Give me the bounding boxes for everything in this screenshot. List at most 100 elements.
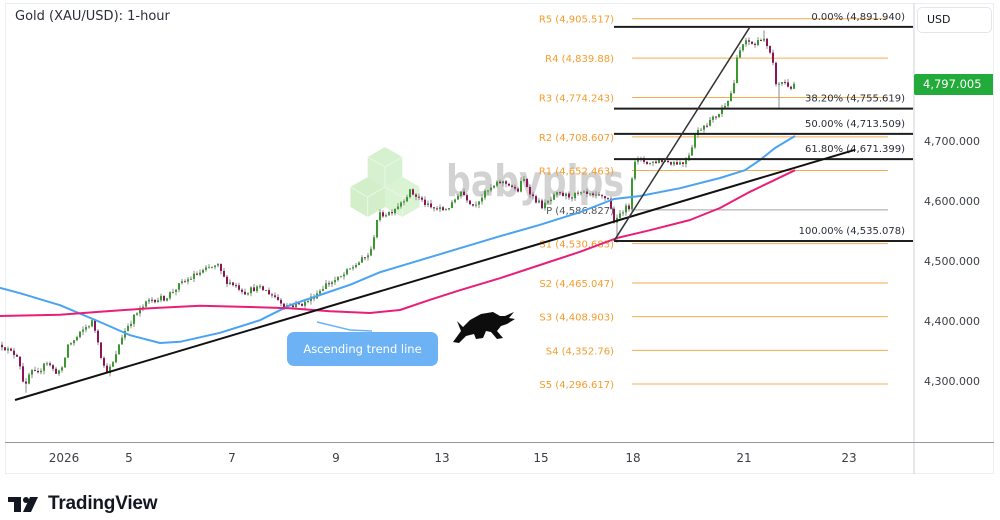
candle-body — [466, 195, 468, 201]
fib-label: 38.20% (4,755.619) — [805, 94, 905, 105]
chart-frame — [5, 3, 994, 474]
candle-body — [658, 159, 660, 164]
candle-body — [190, 278, 192, 280]
candle-body — [580, 192, 582, 194]
candle-body — [724, 105, 726, 108]
candle-body — [412, 189, 414, 195]
candle-body — [334, 280, 336, 283]
tradingview-logo[interactable]: TradingView — [6, 492, 158, 516]
price-tick: 4,600.000 — [924, 195, 980, 208]
candle-body — [46, 363, 48, 365]
candle-body — [205, 267, 207, 270]
candle-body — [388, 212, 390, 216]
candle-body — [250, 287, 252, 294]
pivot-label-s4: S4 (4,352.76) — [546, 346, 614, 357]
candle-body — [229, 282, 231, 284]
fibonacci-retracement[interactable]: 0.00% (4,891.940) 38.20% (4,755.619) 50.00… — [614, 12, 913, 242]
fib-swing-line[interactable] — [613, 26, 751, 242]
candle-body — [604, 196, 606, 199]
candle-body — [559, 192, 561, 194]
candle-body — [34, 370, 36, 372]
candle-body — [196, 273, 198, 275]
candle-body — [448, 208, 450, 210]
candle-body — [754, 43, 756, 46]
candle-body — [13, 350, 15, 355]
candle-body — [121, 337, 123, 345]
candle-body — [340, 276, 342, 278]
price-chart[interactable]: babypips R5 (4,905.517) R4 (4,839.88) R3 (… — [0, 0, 1000, 480]
candle-body — [133, 314, 135, 324]
candle-body — [211, 267, 213, 269]
bull-icon — [453, 312, 515, 343]
candle-body — [562, 192, 564, 197]
candle-body — [505, 181, 507, 184]
candle-body — [649, 162, 651, 164]
candle-body — [178, 283, 180, 290]
candle-body — [556, 192, 558, 195]
candle-body — [100, 342, 102, 358]
candle-body — [460, 191, 462, 196]
price-tick: 4,500.000 — [924, 255, 980, 268]
time-tick: 21 — [736, 451, 752, 465]
candle-body — [301, 303, 303, 306]
time-tick: 13 — [434, 451, 450, 465]
candle-body — [679, 162, 681, 165]
candle-body — [259, 286, 261, 288]
candle-body — [745, 40, 747, 45]
last-price-label: 4,797.005 — [914, 73, 993, 95]
fib-label: 100.00% (4,535.078) — [799, 226, 905, 237]
candle-body — [304, 301, 306, 306]
candle-body — [364, 257, 366, 259]
candle-body — [670, 162, 672, 165]
candle-body — [172, 291, 174, 293]
candle-body — [343, 274, 345, 277]
candle-body — [661, 159, 663, 162]
candle-body — [4, 347, 6, 351]
candle-body — [361, 257, 363, 263]
currency-button[interactable]: USD — [917, 7, 992, 33]
candle-body — [487, 190, 489, 192]
candle-body — [538, 200, 540, 203]
candle-body — [685, 160, 687, 164]
candle-body — [415, 194, 417, 197]
candle-body — [577, 192, 579, 194]
candle-body — [502, 181, 504, 184]
candle-body — [73, 340, 75, 344]
candle-body — [142, 306, 144, 308]
candle-body — [703, 125, 705, 130]
candle-body — [403, 201, 405, 203]
candle-body — [727, 100, 729, 106]
candle-body — [70, 343, 72, 345]
time-tick: 23 — [841, 451, 857, 465]
candle-body — [694, 134, 696, 148]
candle-body — [79, 331, 81, 338]
tradingview-logo-icon — [8, 497, 38, 512]
candle-body — [226, 276, 228, 284]
candle-body — [607, 198, 609, 200]
candle-body — [553, 194, 555, 200]
time-tick: 2026 — [48, 451, 80, 465]
candle-body — [130, 323, 132, 326]
candle-body — [565, 193, 567, 197]
candle-body — [499, 181, 501, 184]
trendlines[interactable] — [14, 26, 856, 401]
pivot-label-r3: R3 (4,774.243) — [539, 93, 614, 104]
candle-body — [199, 272, 201, 275]
candle-body — [202, 269, 204, 273]
pivot-label-s2: S2 (4,465.047) — [539, 279, 614, 290]
ascending-trendline[interactable] — [14, 148, 856, 401]
candle-body — [742, 44, 744, 51]
candle-body — [769, 46, 771, 53]
candle-body — [91, 320, 93, 327]
candle-body — [187, 279, 189, 282]
candle-body — [445, 209, 447, 211]
candle-body — [598, 194, 600, 196]
candle-body — [610, 198, 612, 209]
candle-body — [706, 125, 708, 127]
candle-body — [256, 286, 258, 292]
candle-body — [64, 357, 66, 368]
candle-body — [418, 196, 420, 198]
babypips-cubes-icon — [350, 147, 420, 217]
candlesticks — [1, 30, 795, 393]
candle-body — [358, 262, 360, 266]
